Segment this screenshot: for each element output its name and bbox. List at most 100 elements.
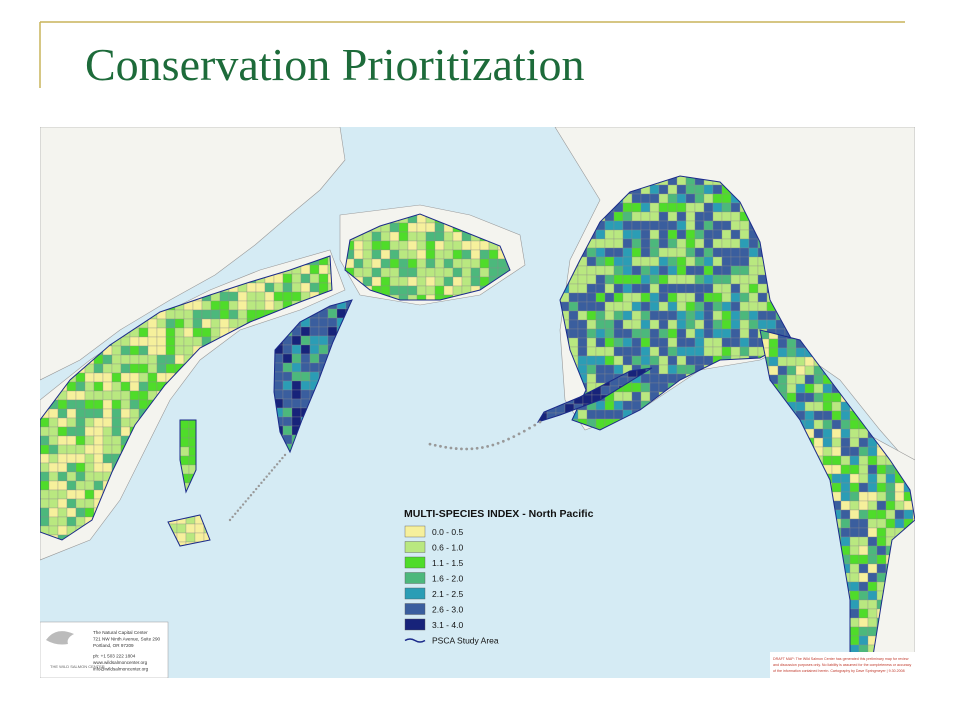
- watershed: [831, 482, 842, 493]
- watershed: [129, 390, 140, 401]
- watershed: [867, 581, 878, 592]
- watershed: [255, 300, 266, 311]
- watershed: [586, 283, 597, 294]
- watershed: [93, 390, 104, 401]
- watershed: [667, 202, 678, 213]
- watershed: [66, 471, 77, 482]
- watershed: [183, 318, 194, 329]
- watershed: [604, 310, 615, 321]
- watershed: [703, 346, 714, 357]
- watershed: [488, 249, 499, 260]
- watershed: [407, 276, 418, 287]
- watershed: [434, 240, 445, 251]
- watershed: [604, 319, 615, 330]
- watershed: [318, 344, 329, 355]
- watershed: [804, 365, 815, 376]
- watershed: [685, 319, 696, 330]
- watershed: [831, 410, 842, 421]
- watershed: [282, 273, 293, 284]
- watershed: [57, 525, 68, 536]
- watershed: [840, 518, 851, 529]
- watershed: [434, 222, 445, 233]
- watershed: [595, 409, 606, 420]
- watershed: [694, 346, 705, 357]
- watershed: [595, 346, 606, 357]
- watershed: [676, 301, 687, 312]
- watershed: [309, 264, 320, 275]
- watershed: [389, 267, 400, 278]
- watershed: [416, 285, 427, 296]
- watershed: [586, 373, 597, 384]
- watershed: [667, 229, 678, 240]
- watershed: [201, 309, 212, 320]
- watershed: [640, 211, 651, 222]
- watershed: [640, 328, 651, 339]
- watershed: [849, 464, 860, 475]
- watershed: [75, 498, 86, 509]
- watershed: [640, 238, 651, 249]
- watershed: [604, 328, 615, 339]
- watershed: [111, 408, 122, 419]
- watershed: [748, 301, 759, 312]
- watershed: [470, 276, 481, 287]
- watershed: [640, 265, 651, 276]
- watershed: [380, 249, 391, 260]
- watershed: [694, 274, 705, 285]
- watershed: [730, 319, 741, 330]
- watershed: [831, 455, 842, 466]
- landmass: [40, 127, 346, 381]
- watershed: [858, 581, 869, 592]
- watershed: [631, 328, 642, 339]
- watershed: [577, 319, 588, 330]
- watershed: [577, 328, 588, 339]
- watershed: [407, 267, 418, 278]
- watershed: [595, 274, 606, 285]
- watershed: [389, 285, 400, 296]
- watershed: [416, 222, 427, 233]
- watershed: [40, 516, 50, 527]
- watershed: [586, 319, 597, 330]
- watershed: [757, 292, 768, 303]
- watershed: [867, 626, 878, 637]
- watershed: [66, 435, 77, 446]
- watershed: [577, 301, 588, 312]
- watershed: [712, 220, 723, 231]
- watershed: [739, 238, 750, 249]
- legend-swatch: [404, 587, 426, 600]
- watershed: [93, 399, 104, 410]
- watershed: [604, 409, 615, 420]
- watershed: [622, 211, 633, 222]
- watershed: [831, 446, 842, 457]
- watershed: [318, 326, 329, 337]
- watershed: [694, 256, 705, 267]
- watershed: [93, 372, 104, 383]
- watershed: [694, 328, 705, 339]
- watershed: [613, 355, 624, 366]
- watershed: [667, 337, 678, 348]
- watershed: [479, 267, 490, 278]
- watershed: [858, 509, 869, 520]
- watershed: [786, 356, 797, 367]
- watershed: [649, 310, 660, 321]
- legend-label: 3.1 - 4.0: [432, 620, 463, 630]
- watershed: [748, 238, 759, 249]
- watershed: [613, 238, 624, 249]
- watershed: [604, 283, 615, 294]
- watershed: [129, 372, 140, 383]
- watershed: [667, 292, 678, 303]
- watershed: [694, 319, 705, 330]
- watershed: [667, 319, 678, 330]
- watershed: [676, 176, 687, 186]
- watershed: [748, 337, 759, 348]
- watershed: [685, 301, 696, 312]
- watershed: [613, 247, 624, 258]
- watershed: [658, 211, 669, 222]
- watershed: [300, 371, 311, 382]
- watershed: [640, 220, 651, 231]
- watershed: [795, 365, 806, 376]
- island-chain: [228, 420, 542, 522]
- watershed: [640, 346, 651, 357]
- watershed: [631, 229, 642, 240]
- watershed: [371, 249, 382, 260]
- watershed: [443, 285, 454, 296]
